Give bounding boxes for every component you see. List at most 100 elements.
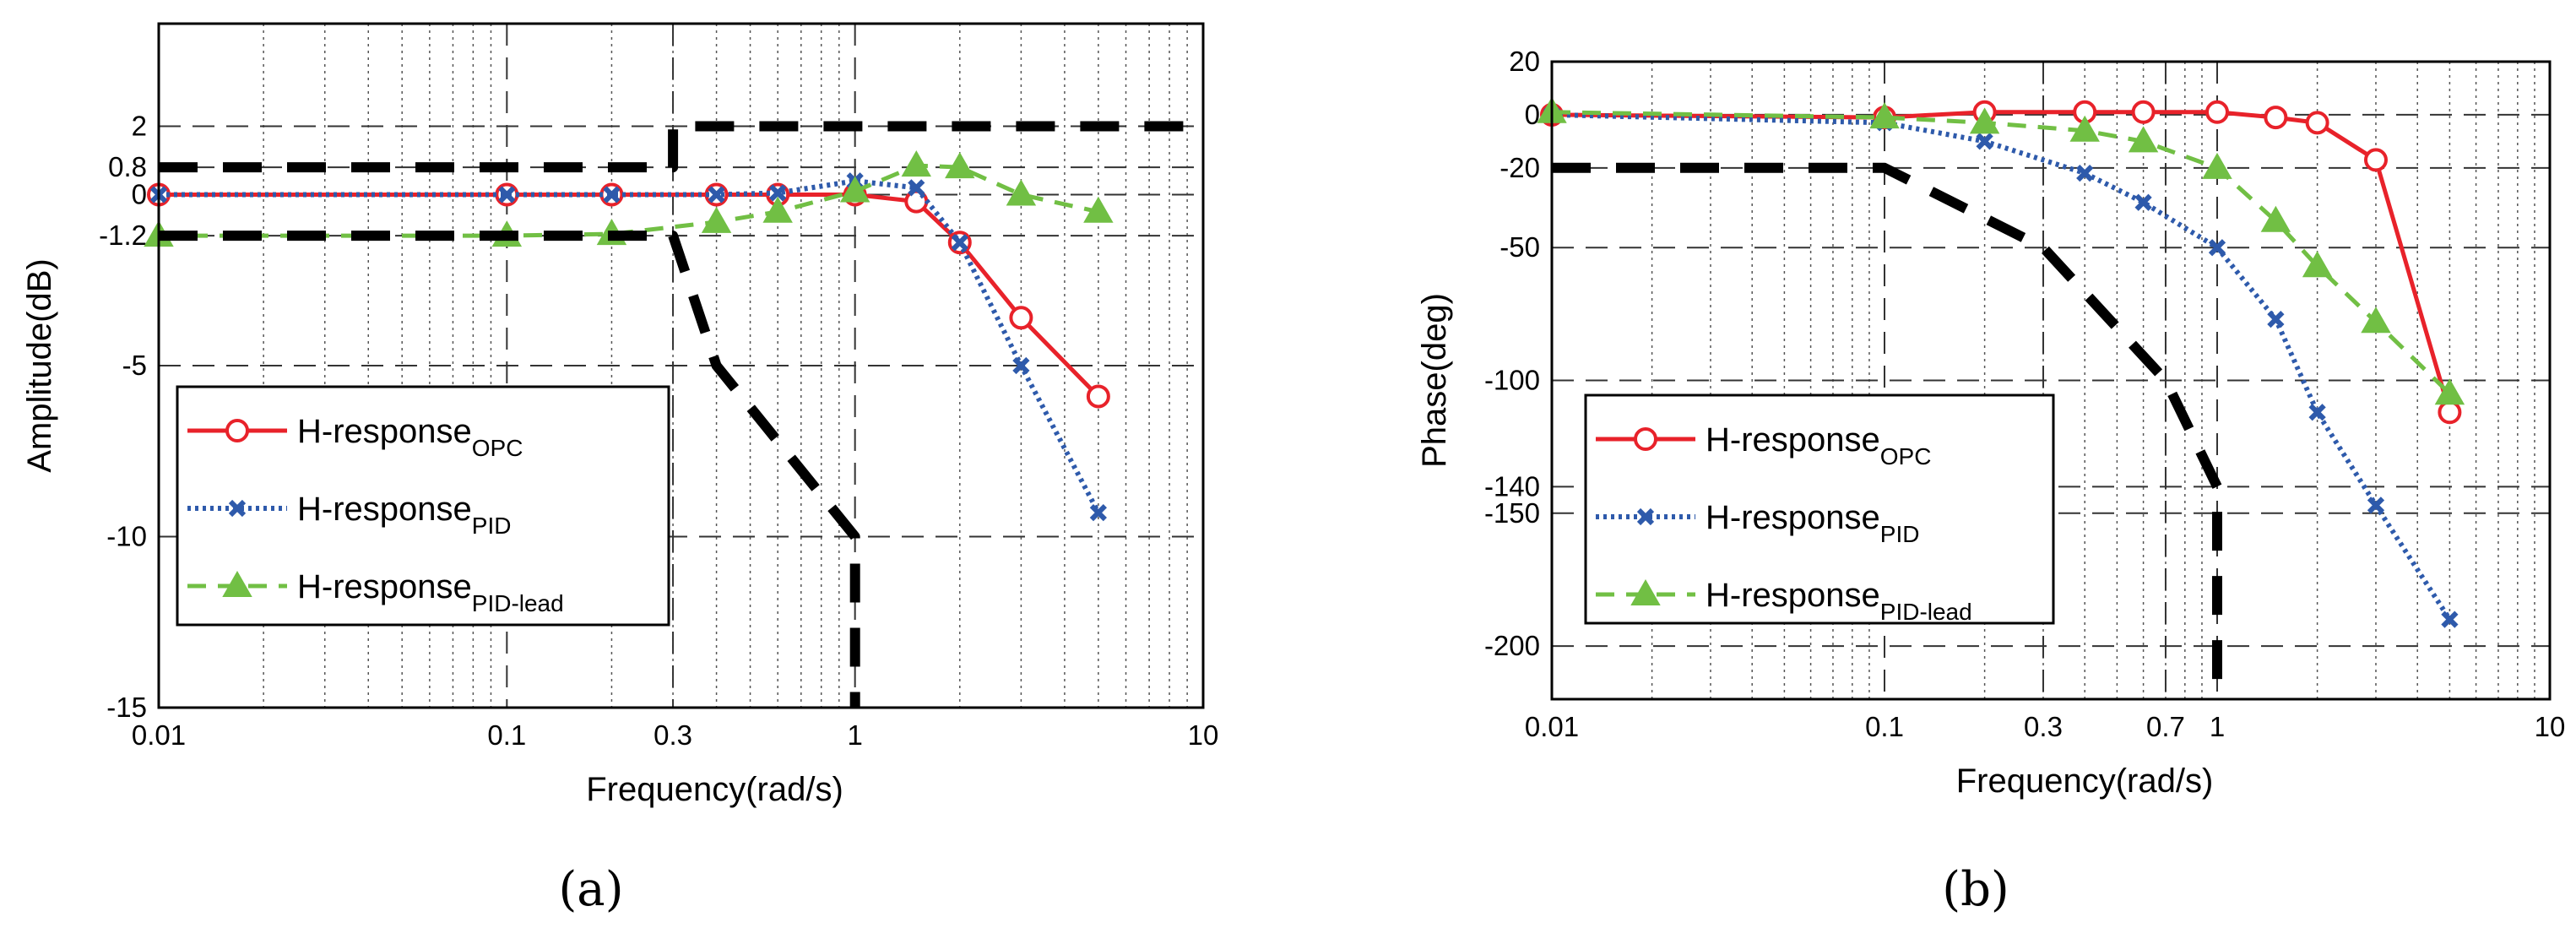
point-pid xyxy=(1089,504,1108,522)
x-tick-label: 0.7 xyxy=(2146,711,2185,742)
legend-label-subscript: OPC xyxy=(472,435,523,461)
point-pid-lead xyxy=(2128,126,2159,153)
point-pid xyxy=(498,186,516,204)
point-pid-stroke xyxy=(2076,165,2094,182)
point-pid-stroke xyxy=(2208,239,2226,257)
y-tick-label: -5 xyxy=(122,350,147,381)
legend-marker-pid-lead xyxy=(222,570,252,597)
legend-label-subscript: PID-lead xyxy=(472,590,564,616)
legend-label-pid-lead: H-responsePID-lead xyxy=(1706,577,1972,625)
point-pid xyxy=(1976,133,1993,150)
point-pid xyxy=(1012,356,1030,375)
point-pid-stroke xyxy=(1012,356,1030,375)
y-tick-label: 0.8 xyxy=(108,151,147,182)
point-pid-stroke xyxy=(603,186,621,204)
y-tick-label: -1.2 xyxy=(99,220,147,251)
point-pid-stroke xyxy=(2308,404,2326,421)
panel-label: (b) xyxy=(1942,862,2009,917)
legend-label-opc: H-responseOPC xyxy=(297,413,523,461)
y-tick-label: -100 xyxy=(1484,365,1540,396)
y-tick-label: 2 xyxy=(132,111,147,142)
y-tick-label: 0 xyxy=(132,179,147,210)
point-pid-lead xyxy=(2361,307,2391,334)
point-pid-lead xyxy=(2069,115,2100,142)
x-axis-label: Frequency(rad/s) xyxy=(1956,762,2214,800)
legend-label-opc: H-responseOPC xyxy=(1706,421,1931,469)
x-tick-label: 0.01 xyxy=(132,719,186,751)
legend-marker-pid-stroke xyxy=(228,499,247,518)
point-pid-lead xyxy=(945,152,975,179)
y-tick-label: -15 xyxy=(106,692,147,723)
legend-label-main: H-response xyxy=(1706,499,1880,536)
legend-label-subscript: PID-lead xyxy=(1880,599,1972,625)
point-pid-stroke xyxy=(1976,133,1993,150)
point-pid xyxy=(2208,239,2226,257)
x-tick-label: 1 xyxy=(847,719,862,751)
point-pid-stroke xyxy=(769,184,787,202)
point-pid xyxy=(2267,311,2285,328)
boundary-line-1 xyxy=(159,231,860,708)
y-tick-label: -20 xyxy=(1500,152,1540,183)
point-opc xyxy=(2305,111,2329,135)
plot-frame xyxy=(1550,60,2552,701)
point-opc xyxy=(2131,100,2156,124)
point-opc xyxy=(2363,148,2388,172)
y-axis-label: Amplitude(dB) xyxy=(21,258,58,472)
legend: H-responseOPC H-responsePID H-responsePID-… xyxy=(1584,393,2055,625)
series-group xyxy=(144,121,1203,708)
point-pid-stroke xyxy=(1089,504,1108,522)
legend-label-subscript: OPC xyxy=(1880,443,1932,469)
series-line-pid-lead xyxy=(1551,110,2452,395)
x-tick-label: 10 xyxy=(2535,711,2566,742)
point-pid xyxy=(2134,193,2152,211)
point-opc xyxy=(2205,100,2229,124)
x-tick-label: 0.1 xyxy=(1865,711,1904,742)
point-pid xyxy=(908,179,925,197)
legend-label-main: H-response xyxy=(297,568,472,605)
legend-marker-pid xyxy=(228,499,247,518)
point-pid-lead xyxy=(839,176,870,203)
legend-label-pid-lead: H-responsePID-lead xyxy=(297,568,564,616)
point-pid-lead xyxy=(762,196,793,223)
legend-marker-opc xyxy=(1634,427,1657,451)
point-pid-stroke xyxy=(2134,193,2152,211)
legend-label-subscript: PID xyxy=(1880,521,1920,547)
x-tick-label: 1 xyxy=(2210,711,2225,742)
y-tick-label: -150 xyxy=(1484,497,1540,529)
panel-label: (a) xyxy=(558,862,623,917)
boundary-line-0 xyxy=(1552,162,2222,699)
point-opc xyxy=(1009,306,1033,330)
y-tick-label: -200 xyxy=(1484,630,1540,661)
legend-marker-opc xyxy=(225,419,249,442)
amplitude-chart: 0.01 0.1 0.3 1 10 2 0.80 -1.2 -5 -10 -15 Frequency(… xyxy=(21,22,1219,917)
legend-marker-pid-lead xyxy=(1630,578,1661,605)
point-pid xyxy=(2076,165,2094,182)
x-tick-label: 0.3 xyxy=(2024,711,2063,742)
point-pid xyxy=(2367,497,2385,514)
point-opc xyxy=(2264,106,2288,130)
point-opc xyxy=(1086,384,1110,409)
legend-label-pid: H-responsePID xyxy=(297,491,511,539)
x-axis-label: Frequency(rad/s) xyxy=(586,771,843,808)
point-pid-lead xyxy=(2302,251,2333,278)
legend-box xyxy=(1584,393,2055,625)
point-pid-stroke xyxy=(708,186,725,204)
point-pid-lead xyxy=(1006,179,1037,206)
x-tick-label: 10 xyxy=(1188,719,1219,751)
point-pid-stroke xyxy=(908,179,925,197)
point-pid-stroke xyxy=(2367,497,2385,514)
y-tick-label: 20 xyxy=(1509,46,1540,77)
series-line-pid xyxy=(159,178,1101,514)
point-opc xyxy=(2438,400,2462,425)
point-pid xyxy=(2308,404,2326,421)
legend-marker-pid xyxy=(1636,507,1655,526)
point-pid-lead xyxy=(701,206,732,233)
point-pid xyxy=(769,184,787,202)
point-pid-stroke xyxy=(2267,311,2285,328)
x-tick-label: 0.01 xyxy=(1525,711,1579,742)
point-pid-stroke xyxy=(2441,611,2459,628)
point-pid-lead xyxy=(2434,378,2465,405)
y-tick-label: -10 xyxy=(106,521,147,552)
point-pid xyxy=(951,234,968,252)
